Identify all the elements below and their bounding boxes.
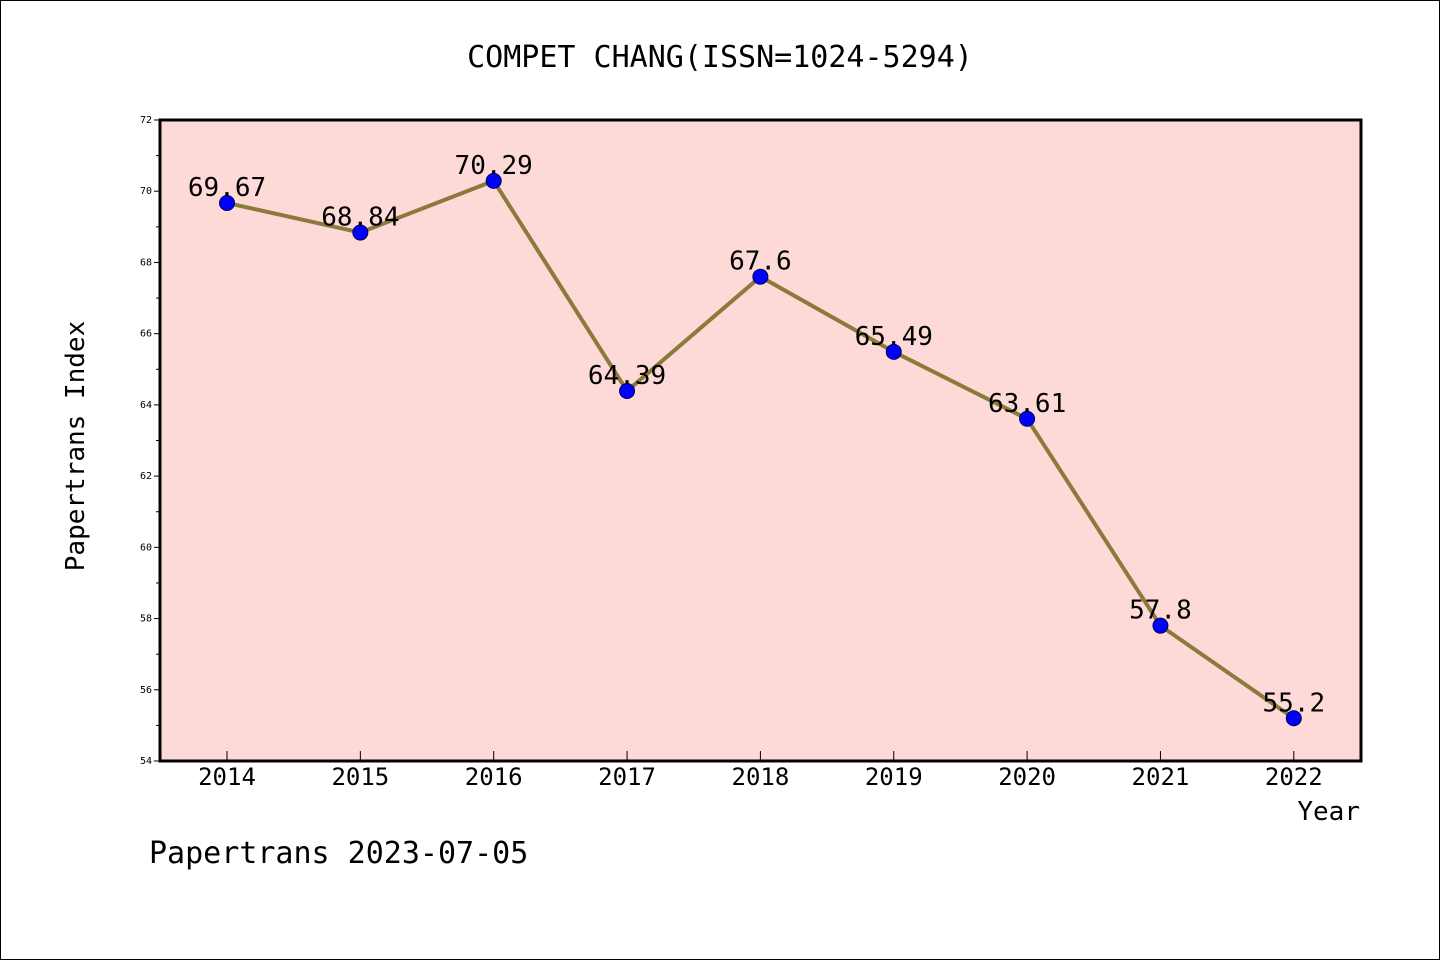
chart-title: COMPET CHANG(ISSN=1024-5294) [467, 40, 973, 75]
y-tick-label: 62 [140, 471, 152, 482]
footer-text: Papertrans 2023-07-05 [149, 836, 528, 871]
y-tick-label: 60 [140, 542, 152, 553]
x-tick-label: 2014 [198, 763, 256, 791]
x-tick-label: 2022 [1265, 763, 1323, 791]
y-tick-label: 66 [140, 329, 152, 340]
data-label: 55.2 [1262, 688, 1325, 718]
y-tick-label: 72 [140, 115, 152, 126]
data-label: 57.8 [1129, 596, 1192, 626]
data-point [1285, 710, 1302, 727]
x-tick-label: 2019 [865, 763, 923, 791]
data-label: 63.61 [988, 389, 1066, 419]
data-label: 67.6 [729, 247, 792, 277]
data-label: 69.67 [188, 173, 266, 203]
y-tick-label: 56 [140, 685, 152, 696]
data-point [352, 224, 369, 241]
data-point [1019, 410, 1036, 427]
data-point [752, 268, 769, 285]
y-tick-label: 68 [140, 257, 152, 268]
data-labels: 69.67 68.84 70.29 64.39 67.6 65.49 63.61 57.8 55… [188, 151, 1325, 718]
x-tick-label: 2017 [598, 763, 656, 791]
y-tick-label: 58 [140, 614, 152, 625]
x-tick-label: 2015 [331, 763, 389, 791]
data-point [885, 343, 902, 360]
data-point [485, 172, 502, 189]
x-tick-label: 2021 [1132, 763, 1190, 791]
y-axis: 54 56 58 60 62 64 66 68 70 72 [140, 115, 160, 767]
x-tick-label: 2020 [998, 763, 1056, 791]
data-label: 65.49 [855, 322, 933, 352]
data-label: 68.84 [321, 203, 399, 233]
data-series [219, 172, 1302, 727]
y-tick-label: 64 [140, 400, 152, 411]
x-tick-label: 2018 [732, 763, 790, 791]
x-axis: 2014 2015 2016 2017 2018 2019 2020 2021 2022 [198, 751, 1323, 791]
data-point [1152, 617, 1169, 634]
y-tick-label: 54 [140, 756, 152, 767]
plot-border [158, 118, 1363, 763]
data-point [619, 383, 636, 400]
data-point [219, 194, 235, 211]
y-axis-title: Papertrans Index [61, 321, 91, 571]
x-axis-title: Year [1297, 797, 1360, 827]
y-tick-label: 70 [140, 186, 152, 197]
x-tick-label: 2016 [465, 763, 523, 791]
data-label: 70.29 [455, 151, 533, 181]
data-label: 64.39 [588, 361, 666, 391]
